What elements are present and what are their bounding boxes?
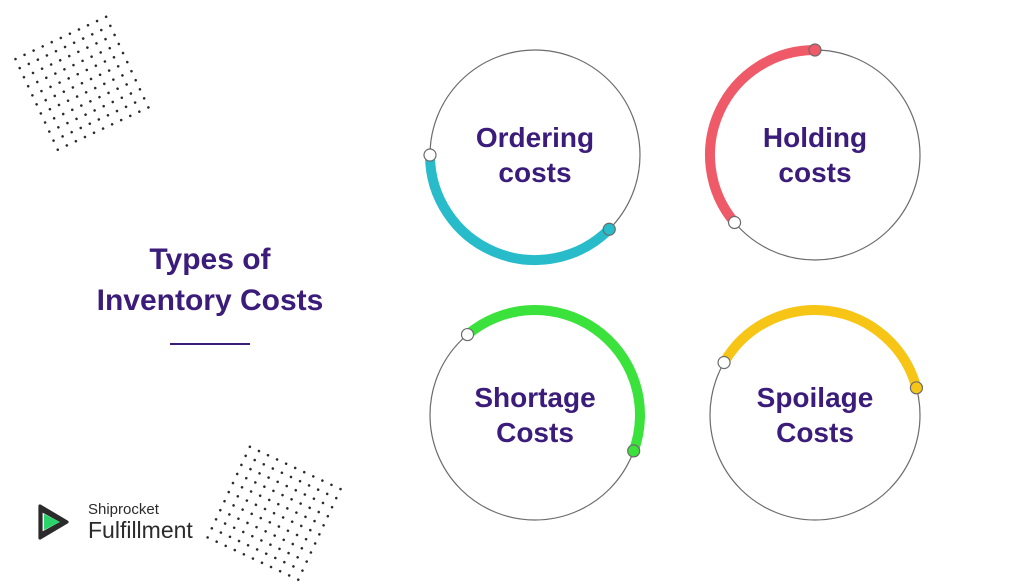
- page-title: Types of Inventory Costs: [70, 240, 350, 321]
- title-underline: [170, 343, 250, 345]
- logo-line-1: Shiprocket: [88, 502, 193, 518]
- logo-line-2: Fulfillment: [88, 518, 193, 542]
- logo-text: Shiprocket Fulfillment: [88, 502, 193, 542]
- circle-holding: Holdingcosts: [700, 40, 930, 270]
- dot-decoration-top-left: [12, 13, 155, 158]
- title-line-2: Inventory Costs: [97, 284, 324, 317]
- circle-label-holding: Holdingcosts: [725, 120, 905, 190]
- dot-decoration-bottom: [202, 443, 345, 588]
- circle-spoilage: SpoilageCosts: [700, 300, 930, 530]
- logo-icon: [30, 498, 78, 546]
- circle-label-spoilage: SpoilageCosts: [725, 380, 905, 450]
- circle-label-shortage: ShortageCosts: [445, 380, 625, 450]
- circle-ordering: Orderingcosts: [420, 40, 650, 270]
- circle-shortage: ShortageCosts: [420, 300, 650, 530]
- title-line-1: Types of: [149, 243, 270, 276]
- circle-label-ordering: Orderingcosts: [445, 120, 625, 190]
- circles-grid: Orderingcosts Holdingcosts ShortageCosts…: [400, 40, 970, 540]
- brand-logo: Shiprocket Fulfillment: [30, 498, 193, 546]
- title-block: Types of Inventory Costs: [70, 240, 350, 345]
